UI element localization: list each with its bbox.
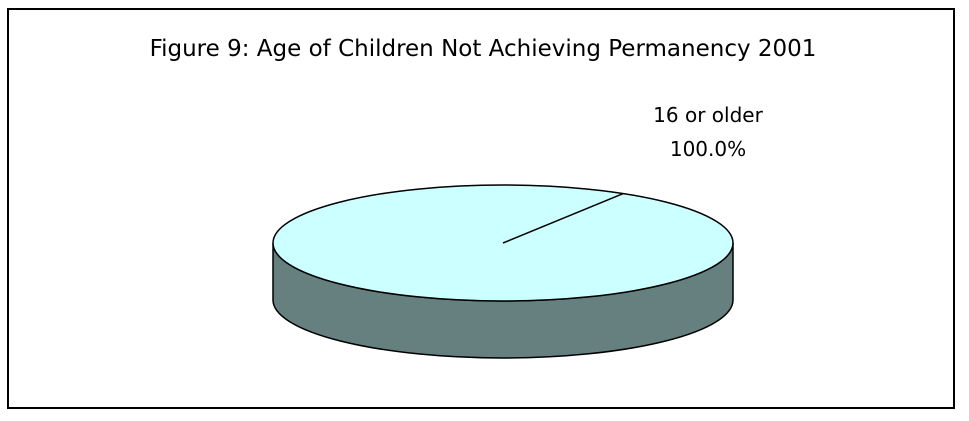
chart-title: Figure 9: Age of Children Not Achieving … xyxy=(149,36,817,62)
slice-value-label: 100.0% xyxy=(670,137,746,161)
pie-slice-boundary xyxy=(502,192,624,244)
slice-label: 16 or older xyxy=(653,103,763,127)
